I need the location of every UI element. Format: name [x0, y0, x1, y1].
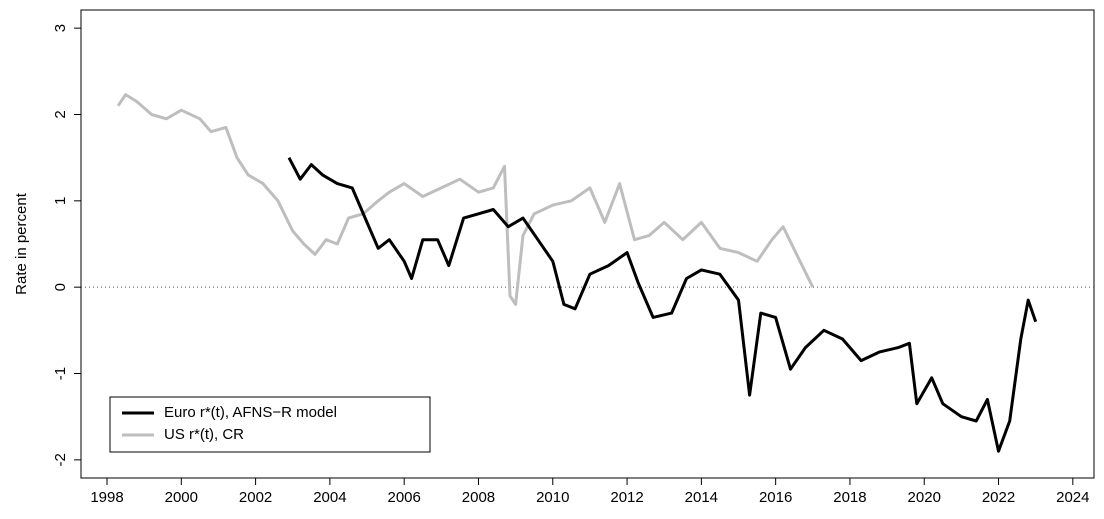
y-tick-label: -2 [52, 453, 69, 466]
y-tick-label: 0 [52, 283, 69, 291]
y-tick-label: 1 [52, 197, 69, 205]
y-tick-label: -1 [52, 367, 69, 380]
x-tick-label: 2016 [759, 489, 792, 506]
x-tick-label: 2004 [313, 489, 346, 506]
series-line [287, 157, 1038, 453]
x-tick-label: 2022 [982, 489, 1015, 506]
y-tick-label: 2 [52, 110, 69, 118]
x-tick-label: 2008 [462, 489, 495, 506]
x-tick-label: 2014 [685, 489, 718, 506]
series-line [116, 93, 815, 306]
x-tick-label: 2018 [833, 489, 866, 506]
x-tick-label: 1998 [90, 489, 123, 506]
legend-label: Euro r*(t), AFNS−R model [164, 404, 337, 421]
x-tick-label: 2020 [908, 489, 941, 506]
x-tick-label: 2010 [536, 489, 569, 506]
y-tick-label: 3 [52, 24, 69, 32]
y-axis-label: Rate in percent [13, 192, 30, 295]
plot-frame [80, 9, 1095, 479]
x-tick-label: 2006 [387, 489, 420, 506]
x-tick-label: 2002 [239, 489, 272, 506]
x-tick-label: 2012 [610, 489, 643, 506]
legend-box [109, 396, 431, 453]
x-tick-label: 2000 [165, 489, 198, 506]
x-tick-label: 2024 [1056, 489, 1089, 506]
legend-label: US r*(t), CR [164, 426, 244, 443]
